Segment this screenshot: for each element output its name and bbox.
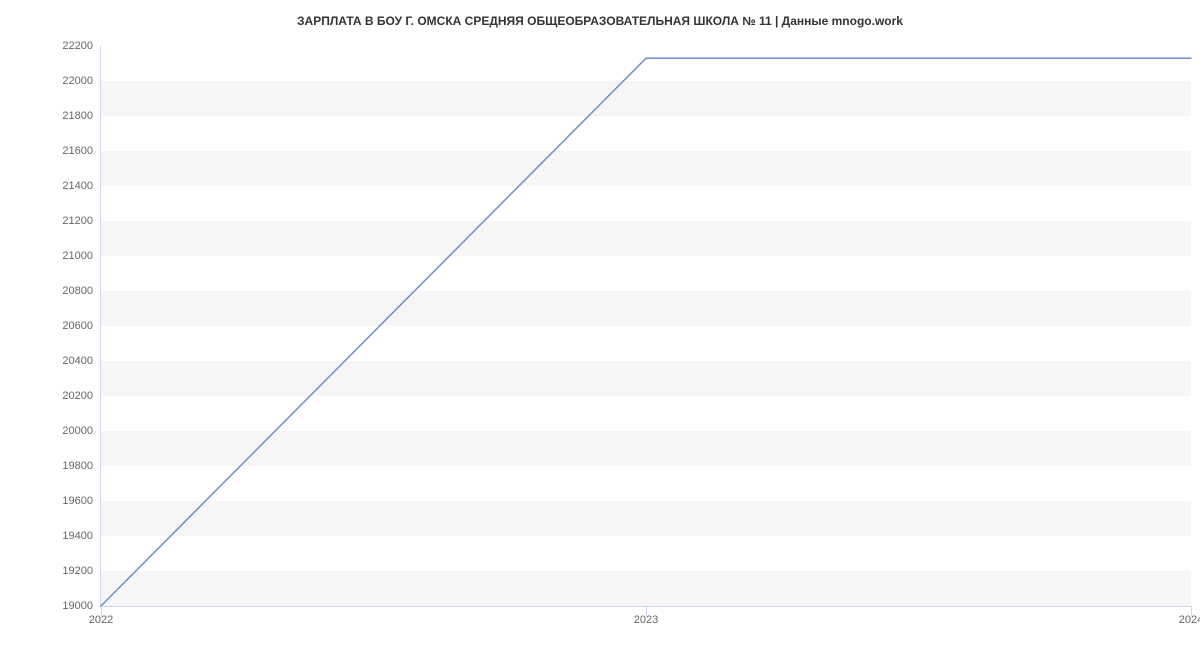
y-tick-label: 21000 [62, 250, 101, 262]
y-tick-label: 21400 [62, 180, 101, 192]
x-tick-label: 2023 [634, 606, 658, 626]
y-tick-label: 20600 [62, 320, 101, 332]
y-tick-label: 20200 [62, 390, 101, 402]
x-tick-label: 2024 [1179, 606, 1200, 626]
x-tick-label: 2022 [89, 606, 113, 626]
chart-title: ЗАРПЛАТА В БОУ Г. ОМСКА СРЕДНЯЯ ОБЩЕОБРА… [0, 14, 1200, 28]
y-tick-label: 22000 [62, 75, 101, 87]
y-tick-label: 20800 [62, 285, 101, 297]
y-tick-label: 21200 [62, 215, 101, 227]
y-tick-label: 20000 [62, 425, 101, 437]
y-tick-label: 19800 [62, 460, 101, 472]
salary-line-chart: ЗАРПЛАТА В БОУ Г. ОМСКА СРЕДНЯЯ ОБЩЕОБРА… [0, 0, 1200, 650]
y-tick-label: 20400 [62, 355, 101, 367]
y-tick-label: 22200 [62, 40, 101, 52]
y-tick-label: 19600 [62, 495, 101, 507]
plot-area: 1900019200194001960019800200002020020400… [100, 46, 1191, 607]
y-tick-label: 19400 [62, 530, 101, 542]
y-tick-label: 21800 [62, 110, 101, 122]
y-tick-label: 21600 [62, 145, 101, 157]
y-tick-label: 19200 [62, 565, 101, 577]
series-line [101, 46, 1191, 606]
